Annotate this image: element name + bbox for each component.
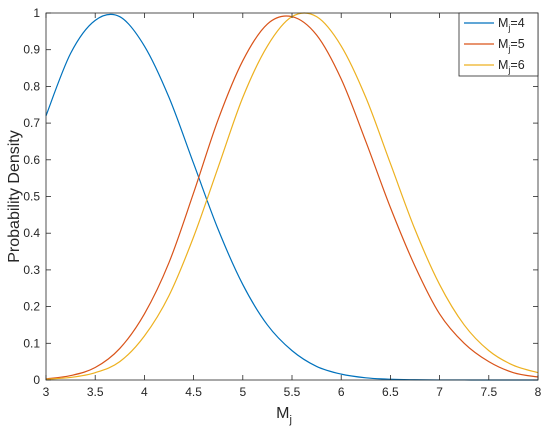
legend-label-main: M: [498, 37, 508, 51]
y-tick-label: 1: [33, 6, 40, 20]
x-axis-label-sub: j: [288, 414, 291, 426]
legend-label-sub: j: [507, 65, 510, 75]
y-tick-label: 0.4: [23, 226, 40, 240]
x-tick-label: 4: [141, 385, 148, 399]
y-tick-label: 0: [33, 373, 40, 387]
y-tick-label: 0.7: [23, 116, 40, 130]
x-tick-label: 3: [43, 385, 50, 399]
legend: Mj=4Mj=5Mj=6: [458, 12, 539, 77]
x-tick-label: 7: [436, 385, 443, 399]
legend-label-main: M: [498, 58, 508, 72]
legend-label-3: Mj=6: [498, 58, 525, 75]
y-tick-label: 0.9: [23, 43, 40, 57]
y-tick-label: 0.8: [23, 79, 40, 93]
y-axis: 0 0.1 0.2 0.3 0.4 0.5 0.6 0.7 0.8 0.9 1: [23, 6, 538, 387]
plot-area: [46, 13, 538, 380]
legend-label-suffix: =4: [510, 16, 524, 30]
legend-label-suffix: =6: [510, 58, 524, 72]
y-tick-label: 0.5: [23, 190, 40, 204]
y-tick-label: 0.1: [23, 336, 40, 350]
legend-label-2: Mj=5: [498, 37, 525, 54]
x-tick-label: 8: [535, 385, 542, 399]
y-tick-label: 0.2: [23, 300, 40, 314]
legend-label-1: Mj=4: [498, 16, 525, 33]
x-tick-label: 5: [239, 385, 246, 399]
x-tick-label: 6: [338, 385, 345, 399]
x-axis-label: Mj: [276, 405, 292, 426]
y-axis-label: Probability Density: [6, 130, 23, 263]
x-axis-label-main: M: [276, 405, 289, 422]
legend-label-sub: j: [507, 23, 510, 33]
y-tick-label: 0.3: [23, 263, 40, 277]
x-axis: 3 3.5 4 4.5 5 5.5 6 6.5 7 7.5 8: [43, 13, 542, 399]
legend-label-main: M: [498, 16, 508, 30]
x-tick-label: 3.5: [87, 385, 104, 399]
legend-label-suffix: =5: [510, 37, 524, 51]
legend-label-sub: j: [507, 44, 510, 54]
x-tick-label: 7.5: [480, 385, 497, 399]
x-tick-label: 4.5: [185, 385, 202, 399]
y-tick-label: 0.6: [23, 153, 40, 167]
x-tick-label: 6.5: [382, 385, 399, 399]
x-tick-label: 5.5: [284, 385, 301, 399]
